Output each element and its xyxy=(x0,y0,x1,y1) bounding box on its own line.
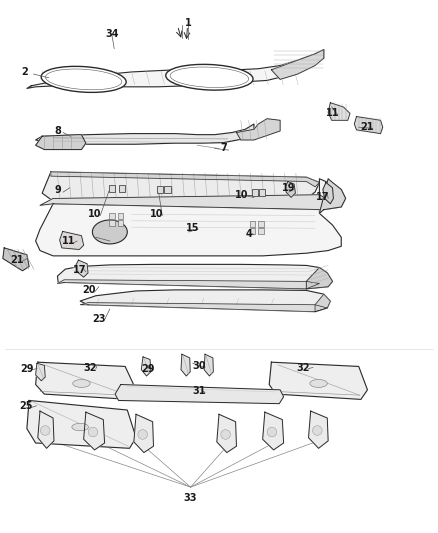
Polygon shape xyxy=(76,260,88,277)
Polygon shape xyxy=(141,357,151,376)
Polygon shape xyxy=(42,172,319,201)
Ellipse shape xyxy=(310,379,327,387)
Text: 34: 34 xyxy=(105,29,119,39)
Text: 8: 8 xyxy=(54,126,61,136)
Polygon shape xyxy=(80,303,327,312)
Polygon shape xyxy=(286,181,295,197)
Text: 11: 11 xyxy=(326,108,339,118)
Text: 17: 17 xyxy=(316,192,330,203)
Text: 32: 32 xyxy=(297,362,310,373)
Polygon shape xyxy=(40,195,332,209)
FancyBboxPatch shape xyxy=(250,228,255,233)
Polygon shape xyxy=(35,364,45,381)
Text: 19: 19 xyxy=(282,183,296,193)
Text: 10: 10 xyxy=(235,190,249,200)
Polygon shape xyxy=(306,268,332,289)
Polygon shape xyxy=(35,135,86,150)
Polygon shape xyxy=(204,354,213,376)
Ellipse shape xyxy=(73,379,90,387)
Text: 15: 15 xyxy=(186,223,200,233)
Polygon shape xyxy=(315,294,330,312)
Polygon shape xyxy=(57,280,319,289)
Text: 2: 2 xyxy=(21,68,28,77)
FancyBboxPatch shape xyxy=(250,221,255,227)
Polygon shape xyxy=(27,50,324,88)
FancyBboxPatch shape xyxy=(252,189,258,196)
Ellipse shape xyxy=(221,430,230,439)
Text: 29: 29 xyxy=(20,364,34,374)
Ellipse shape xyxy=(92,220,127,244)
Polygon shape xyxy=(237,119,280,140)
Polygon shape xyxy=(354,117,383,134)
Polygon shape xyxy=(272,50,324,79)
Polygon shape xyxy=(319,179,346,213)
FancyBboxPatch shape xyxy=(157,185,163,193)
Ellipse shape xyxy=(72,423,88,431)
Polygon shape xyxy=(217,414,237,453)
Text: 10: 10 xyxy=(88,209,101,220)
Polygon shape xyxy=(80,290,330,312)
Ellipse shape xyxy=(41,66,126,92)
Polygon shape xyxy=(84,412,105,450)
Ellipse shape xyxy=(166,64,253,90)
FancyBboxPatch shape xyxy=(164,185,170,193)
Text: 7: 7 xyxy=(220,143,227,154)
Text: 31: 31 xyxy=(193,386,206,397)
Polygon shape xyxy=(27,400,136,448)
Polygon shape xyxy=(57,264,332,289)
Text: 20: 20 xyxy=(82,286,95,295)
Polygon shape xyxy=(328,103,350,120)
Polygon shape xyxy=(51,172,319,187)
Polygon shape xyxy=(308,411,328,448)
Text: 23: 23 xyxy=(92,313,106,324)
Text: 4: 4 xyxy=(245,229,252,239)
Text: 30: 30 xyxy=(193,361,206,372)
FancyBboxPatch shape xyxy=(118,220,124,225)
Text: 1: 1 xyxy=(185,18,192,28)
FancyBboxPatch shape xyxy=(109,213,115,219)
Polygon shape xyxy=(323,182,333,204)
Text: 10: 10 xyxy=(150,209,164,220)
FancyBboxPatch shape xyxy=(119,184,125,192)
Text: 11: 11 xyxy=(62,236,75,246)
FancyBboxPatch shape xyxy=(259,189,265,196)
Text: 21: 21 xyxy=(361,122,374,132)
Ellipse shape xyxy=(40,426,50,435)
Polygon shape xyxy=(38,411,54,448)
Ellipse shape xyxy=(88,427,98,437)
Ellipse shape xyxy=(138,430,148,439)
Ellipse shape xyxy=(312,426,322,435)
Ellipse shape xyxy=(267,427,277,437)
FancyBboxPatch shape xyxy=(258,221,264,227)
FancyBboxPatch shape xyxy=(109,184,115,192)
FancyBboxPatch shape xyxy=(118,213,124,219)
Polygon shape xyxy=(60,231,84,249)
FancyBboxPatch shape xyxy=(109,220,115,225)
Polygon shape xyxy=(115,384,284,403)
Polygon shape xyxy=(263,412,284,450)
Text: 17: 17 xyxy=(74,265,87,275)
Text: 9: 9 xyxy=(54,185,61,196)
Polygon shape xyxy=(35,124,254,144)
Text: 21: 21 xyxy=(10,255,24,264)
Text: 25: 25 xyxy=(19,401,33,411)
Polygon shape xyxy=(134,414,153,453)
Text: 29: 29 xyxy=(141,364,155,374)
Text: 33: 33 xyxy=(184,492,198,503)
Polygon shape xyxy=(3,248,29,271)
Polygon shape xyxy=(181,354,190,376)
Text: 32: 32 xyxy=(84,362,97,373)
FancyBboxPatch shape xyxy=(258,228,264,233)
Polygon shape xyxy=(269,362,367,399)
Polygon shape xyxy=(35,179,346,256)
Polygon shape xyxy=(35,362,136,399)
